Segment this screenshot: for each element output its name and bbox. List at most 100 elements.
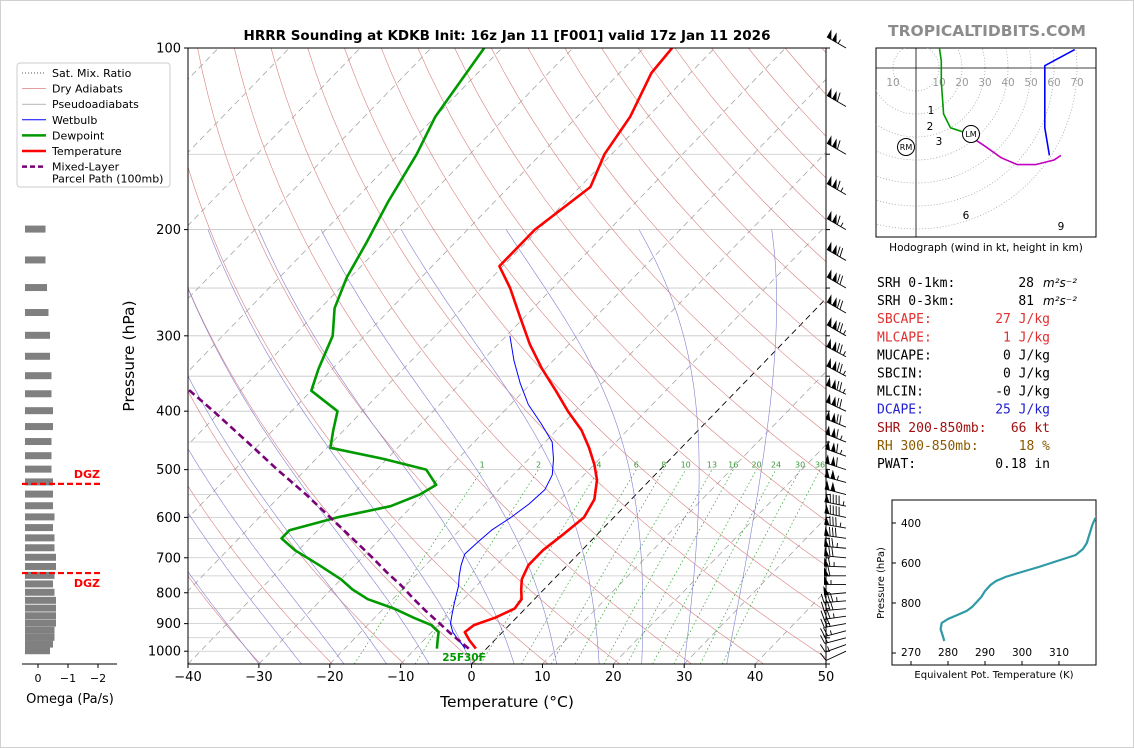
wind-barb-feather — [823, 593, 828, 603]
theta-e-ticks: 270 280 290 300 310 400 600 800 — [892, 518, 1069, 665]
wind-barb-staff — [826, 301, 847, 314]
dgz-label: DGZ — [74, 577, 100, 590]
wind-barb-feather — [826, 609, 831, 619]
wind-barb-feather — [839, 382, 843, 392]
wind-barb — [826, 338, 847, 358]
wind-barb — [824, 468, 847, 483]
wind-barb-half-feather — [842, 370, 846, 375]
theta-e-y-tick-label: 600 — [901, 558, 921, 570]
wind-barb-flag — [824, 515, 830, 526]
y-tick-label: 400 — [156, 405, 181, 420]
dry-adiabat — [307, 48, 826, 659]
theta-e-line — [939, 515, 1096, 642]
wind-barb-feather — [839, 300, 844, 310]
wind-barb — [824, 480, 847, 496]
mixing-ratio-line — [721, 469, 821, 664]
dry-adiabat — [564, 48, 826, 347]
dry-adiabat — [188, 166, 549, 664]
hodograph-height-label: 2 — [927, 121, 934, 133]
hodograph-height-label: 1 — [928, 105, 935, 117]
hodograph-height-label: 6 — [963, 210, 970, 222]
wind-barb-flag — [831, 379, 836, 390]
wind-barb-flag — [831, 427, 836, 438]
wind-barb-feather — [839, 323, 844, 333]
skewt-diagram: 1 2 4 6 8 10 13 16 20 24 30 36 −40 −30 −20 −10 0 10 20 30 4… — [120, 42, 834, 712]
brand-watermark: TROPICALTIDBITS.COM — [888, 22, 1086, 40]
wind-barb-feather — [839, 248, 844, 258]
wind-barb-staff — [826, 36, 847, 49]
mixing-ratio-line — [699, 469, 801, 664]
wind-barb-flag — [826, 87, 832, 98]
dry-adiabat — [454, 48, 826, 477]
isotherm-line — [188, 48, 503, 373]
dry-adiabat — [188, 575, 261, 664]
mixing-ratio-line — [574, 469, 687, 664]
legend-label: Dewpoint — [52, 129, 105, 142]
wind-barb-feather — [836, 343, 841, 353]
legend-label: Sat. Mix. Ratio — [52, 67, 132, 80]
omega-bar — [25, 588, 55, 596]
wind-barb-flag — [831, 412, 836, 423]
hodograph-height-label: 3 — [936, 136, 943, 148]
wind-barb-feather — [827, 557, 831, 567]
wind-barb-feather — [836, 180, 841, 190]
moist-adiabat — [188, 512, 302, 664]
theta-e-x-tick-label: 300 — [1012, 647, 1032, 659]
wind-barb-flag — [826, 294, 832, 305]
wind-barb-flag — [824, 468, 830, 478]
wind-barb-feather — [834, 527, 837, 538]
wind-barb-flag — [832, 178, 837, 190]
wind-barb-half-feather — [837, 39, 841, 44]
wind-barb-staff — [824, 592, 847, 596]
moist-adiabat — [207, 229, 472, 664]
omega-bar — [25, 390, 52, 398]
omega-bar — [25, 513, 55, 521]
legend-label: Parcel Path (100mb) — [52, 173, 163, 186]
skewt-xlabel: Temperature (°C) — [439, 693, 574, 711]
dry-adiabat — [197, 48, 621, 664]
wind-barb-staff — [824, 534, 847, 539]
wind-barb — [826, 317, 847, 337]
omega-bars — [25, 225, 56, 655]
wind-barb — [820, 609, 847, 620]
wind-barb-staff — [826, 142, 847, 155]
wind-barb-staff — [825, 650, 847, 661]
y-tick-label: 800 — [156, 586, 181, 601]
hodograph-caption: Hodograph (wind in kt, height in km) — [889, 242, 1083, 254]
wind-barb-feather — [823, 618, 828, 628]
wind-barb-flag — [826, 135, 832, 146]
wetbulb-line — [450, 335, 554, 649]
wind-barb-flag — [826, 175, 832, 187]
parcel-path-line — [188, 387, 470, 650]
index-value: 27 J/kg — [995, 312, 1050, 327]
wind-barb-half-feather — [836, 475, 839, 481]
omega-panel: 0 −1 −2 Omega (Pa/s) DGZ DGZ — [22, 225, 117, 707]
wind-barb-feather — [828, 537, 831, 547]
wind-barb — [826, 269, 847, 289]
omega-bar — [25, 633, 55, 641]
mixing-ratio-label: 24 — [771, 461, 781, 470]
wind-barb-staff — [824, 615, 847, 620]
wind-barb-feather — [820, 593, 825, 603]
hodograph-height-label: 9 — [1058, 221, 1065, 233]
index-label: MLCIN: — [877, 385, 924, 400]
moist-adiabat — [188, 448, 345, 664]
moist-adiabat — [320, 229, 557, 664]
wind-barb-feather — [839, 399, 843, 409]
wind-barb-flag — [831, 360, 837, 371]
wind-barb-staff — [824, 608, 847, 612]
wind-barb-flag — [824, 480, 830, 491]
wind-barb-staff — [824, 523, 847, 529]
surface-temp-label: 25F30F — [442, 652, 486, 664]
wind-barb — [823, 585, 847, 596]
wind-barb-feather — [820, 628, 826, 637]
wind-barb-flag — [831, 396, 836, 407]
wind-barb — [824, 492, 847, 507]
skewt-series — [188, 48, 674, 650]
dry-adiabat — [601, 48, 826, 305]
wind-barb-flag — [832, 272, 837, 283]
wind-barb-staff — [824, 501, 847, 507]
index-label: MLCAPE: — [877, 330, 932, 345]
wind-barb-feather — [836, 92, 841, 102]
